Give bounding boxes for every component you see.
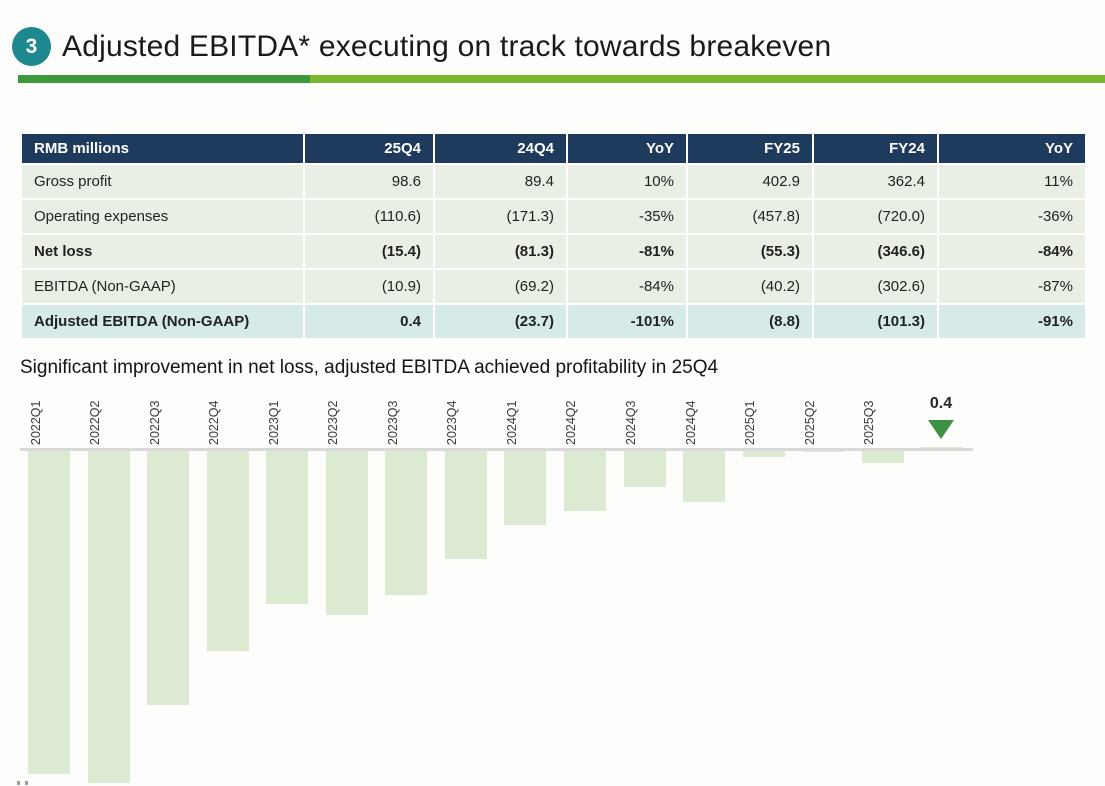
last-point-data-label: 0.4	[929, 395, 953, 412]
title-underline	[18, 75, 1105, 83]
table-row: Operating expenses (110.6) (171.3) -35% (457…	[20, 198, 1087, 235]
cell-value: (40.2)	[686, 268, 814, 305]
col-header-25q4: 25Q4	[303, 132, 435, 165]
ebitda-bar	[87, 451, 130, 784]
x-axis-label: 2023Q3	[385, 400, 400, 445]
cell-value: -84%	[937, 233, 1087, 270]
cell-value: -91%	[937, 303, 1087, 340]
ebitda-bar-chart: 0.4 2022Q1 2022Q2 2022Q3 2022Q4 2023Q1 2023Q2…	[0, 388, 1105, 786]
cell-value: (10.9)	[303, 268, 435, 305]
row-label: EBITDA (Non-GAAP)	[20, 268, 305, 305]
table-row: Gross profit 98.6 89.4 10% 402.9 362.4 11%	[20, 163, 1087, 200]
row-label: Operating expenses	[20, 198, 305, 235]
cell-value: 362.4	[812, 163, 939, 200]
x-axis-label: 2025Q3	[862, 400, 877, 445]
table-row: EBITDA (Non-GAAP) (10.9) (69.2) -84% (40.2)(…	[20, 268, 1087, 305]
ebitda-bar	[623, 451, 666, 487]
cell-value: (171.3)	[433, 198, 568, 235]
x-axis-label: 2024Q2	[564, 400, 579, 445]
ebitda-bar	[444, 451, 487, 559]
cell-value: 11%	[937, 163, 1087, 200]
cell-value: 402.9	[686, 163, 814, 200]
table-row: Net loss (15.4) (81.3) -81% (55.3) (346.6) -84…	[20, 233, 1087, 270]
col-header-yoy-fy: YoY	[937, 132, 1087, 165]
cell-value: -35%	[566, 198, 688, 235]
cell-value: 98.6	[303, 163, 435, 200]
row-label: Net loss	[20, 233, 305, 270]
cell-value: (346.6)	[812, 233, 939, 270]
chart-caption: Significant improvement in net loss, adj…	[20, 357, 719, 378]
x-axis-label: 2024Q1	[504, 400, 519, 445]
x-axis-label: 2024Q3	[624, 400, 638, 445]
cell-value: (55.3)	[686, 233, 814, 270]
cell-value: (110.6)	[303, 198, 435, 235]
ebitda-bar	[802, 451, 845, 453]
x-axis-label: 2025Q1	[743, 400, 758, 445]
x-axis-label: 2023Q1	[266, 400, 281, 445]
underline-light-segment	[310, 75, 1105, 83]
cell-value: 0.4	[303, 303, 435, 340]
cell-value: (23.7)	[433, 303, 568, 340]
cell-value: -87%	[937, 268, 1087, 305]
ebitda-bar	[147, 451, 190, 705]
cell-value: -81%	[566, 233, 688, 270]
x-axis-line	[20, 448, 973, 451]
ebitda-bar	[921, 447, 964, 448]
col-header-24q4: 24Q4	[433, 132, 568, 165]
table-header-row: RMB millions 25Q4 24Q4 YoY FY25 FY24 YoY	[20, 132, 1087, 165]
ebitda-bar	[266, 451, 309, 604]
ebitda-bar	[742, 451, 785, 458]
cell-value: (302.6)	[812, 268, 939, 305]
x-axis-label: 2022Q2	[88, 400, 103, 445]
financial-table: RMB millions 25Q4 24Q4 YoY FY25 FY24 YoY…	[20, 132, 1087, 340]
x-axis-label: 2022Q3	[147, 400, 162, 445]
cell-value: 89.4	[433, 163, 568, 200]
col-header-yoy-quarter: YoY	[566, 132, 688, 165]
cell-value: (69.2)	[433, 268, 568, 305]
down-triangle-icon	[928, 420, 954, 439]
x-axis-label: 2024Q4	[683, 400, 698, 445]
x-axis-label: 2022Q4	[207, 400, 222, 445]
cell-value: (101.3)	[812, 303, 939, 340]
ebitda-bar	[504, 451, 547, 526]
underline-dark-segment	[18, 75, 310, 83]
ebitda-bar	[206, 451, 249, 652]
row-label: Adjusted EBITDA (Non-GAAP)	[20, 303, 305, 340]
clipped-footnote-fragment	[25, 781, 28, 785]
x-axis-label: 2022Q1	[28, 400, 43, 445]
ebitda-bar	[683, 451, 726, 502]
col-header-rmb-millions: RMB millions	[20, 132, 305, 165]
cell-value: 10%	[566, 163, 688, 200]
cell-value: (15.4)	[303, 233, 435, 270]
ebitda-bar	[861, 451, 904, 464]
x-axis-label: 2023Q4	[445, 400, 460, 445]
cell-value: -101%	[566, 303, 688, 340]
ebitda-bar	[325, 451, 368, 615]
x-axis-label: 2023Q2	[326, 400, 341, 445]
x-axis-label: 2025Q2	[802, 400, 817, 445]
col-header-fy24: FY24	[812, 132, 939, 165]
ebitda-bar	[385, 451, 428, 596]
col-header-fy25: FY25	[686, 132, 814, 165]
clipped-footnote-fragment	[17, 781, 20, 785]
cell-value: -84%	[566, 268, 688, 305]
ebitda-bar	[28, 451, 70, 774]
cell-value: -36%	[937, 198, 1087, 235]
section-number-badge: 3	[12, 27, 51, 66]
row-label: Gross profit	[20, 163, 305, 200]
cell-value: (457.8)	[686, 198, 814, 235]
cell-value: (81.3)	[433, 233, 568, 270]
cell-value: (720.0)	[812, 198, 939, 235]
page-title: Adjusted EBITDA* executing on track towa…	[62, 30, 832, 63]
ebitda-bar	[563, 451, 606, 512]
cell-value: (8.8)	[686, 303, 814, 340]
table-row: Adjusted EBITDA (Non-GAAP) 0.4 (23.7) -101%…	[20, 303, 1087, 340]
